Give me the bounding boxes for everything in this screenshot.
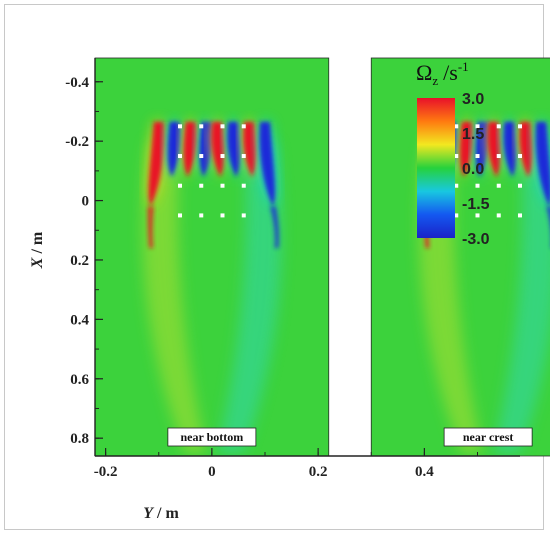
y-axis-label-unit: / m: [29, 231, 46, 257]
vortex-negative: [475, 121, 489, 177]
vortex-negative: [199, 121, 213, 177]
x-axis-label: Y / m: [143, 505, 179, 522]
y-axis-label-var: X: [29, 257, 46, 269]
panel-field: [95, 58, 329, 456]
probe-marker: [220, 183, 225, 188]
vortex-positive: [487, 121, 501, 177]
probe-marker: [475, 124, 480, 129]
probe-marker: [178, 124, 182, 129]
probe-marker: [518, 183, 522, 188]
probe-marker: [496, 154, 501, 159]
y-tick-label: 0.2: [70, 253, 89, 269]
vortex-negative: [535, 121, 550, 207]
probe-marker: [241, 213, 246, 218]
vortex-negative: [259, 121, 276, 207]
x-axis-label-unit: / m: [153, 505, 179, 522]
probe-marker: [199, 213, 204, 218]
colorbar-title-unit: /s: [443, 60, 458, 85]
probe-marker: [518, 213, 522, 218]
colorbar-title-symbol: Ω: [416, 60, 432, 85]
colorbar-tick-label: -3.0: [462, 231, 490, 248]
probe-marker: [220, 124, 225, 129]
probe-marker: [454, 154, 459, 159]
probe-marker: [496, 183, 501, 188]
vortex-tail: [546, 206, 550, 225]
panel-near-crest: near crest: [370, 57, 550, 457]
panel-label-box: [443, 427, 533, 447]
probe-marker: [241, 154, 246, 159]
colorbar: Ωz/s-1 3.0 1.5 0.0 -1.5 -3.0: [416, 59, 490, 248]
wake-positive: [142, 141, 207, 454]
wake-negative: [493, 141, 550, 454]
vortex-tail: [147, 206, 154, 249]
probe-marker: [241, 183, 246, 188]
wake-negative: [217, 141, 282, 454]
colorbar-tick-label: 3.0: [462, 91, 484, 108]
vortex-positive: [459, 121, 473, 177]
vortex-positive: [519, 121, 533, 177]
x-axis-label-var: Y: [143, 505, 154, 522]
probe-marker: [199, 183, 204, 188]
probe-marker: [518, 154, 522, 159]
probe-marker: [475, 154, 480, 159]
y-tick-label: 0.8: [70, 431, 89, 447]
vortex-tail: [270, 206, 280, 249]
colorbar-title-subscript: z: [432, 73, 438, 88]
probe-marker: [178, 154, 182, 159]
probe-marker: [454, 183, 459, 188]
colorbar-title-exponent: -1: [458, 59, 469, 74]
probe-marker: [199, 154, 204, 159]
vortex-positive: [148, 121, 165, 207]
probe-marker: [220, 154, 225, 159]
colorbar-tick-label: 0.0: [462, 161, 484, 178]
probe-marker: [518, 124, 522, 129]
panel-label: near bottom: [180, 430, 243, 444]
panel-label: near crest: [463, 430, 514, 444]
axes: -0.2 0 0.2 0.4 -0.4-0.200.20.40.60.8 Y / m …: [29, 58, 520, 522]
panel-near-bottom: near bottom: [94, 57, 330, 457]
probe-marker: [475, 213, 480, 218]
colorbar-tick-label: -1.5: [462, 196, 490, 213]
probe-marker: [454, 213, 459, 218]
probe-marker: [475, 183, 480, 188]
probe-marker: [496, 124, 501, 129]
vortex-negative: [503, 121, 517, 177]
field-background: [95, 58, 329, 456]
probe-marker: [241, 124, 246, 129]
probe-marker: [454, 124, 459, 129]
panel-field: [371, 58, 550, 456]
colorbar-tick-label: 1.5: [462, 126, 484, 143]
probe-marker: [178, 213, 182, 218]
probe-marker: [199, 124, 204, 129]
y-tick-label: -0.4: [65, 75, 89, 91]
y-tick-label: 0.6: [70, 372, 89, 388]
probe-marker: [178, 183, 182, 188]
y-axis-label: X / m: [29, 231, 46, 269]
x-tick-label: 0.2: [309, 464, 328, 480]
probe-marker: [496, 213, 501, 218]
colorbar-title: Ωz/s-1: [416, 59, 469, 88]
y-ticks: -0.4 -0.2 0 0.2 0.4 0.6 0.8: [65, 75, 103, 447]
y-tick-label: 0.4: [70, 312, 89, 328]
x-ticks: -0.2 0 0.2 0.4: [94, 448, 478, 480]
vortex-negative: [167, 121, 181, 177]
probe-marker: [220, 213, 225, 218]
panel-label-box: [167, 427, 257, 447]
vortex-positive: [243, 121, 257, 177]
colorbar-ticks: 3.0 1.5 0.0 -1.5 -3.0: [462, 91, 490, 248]
y-tick-label: 0: [82, 194, 90, 210]
x-tick-label: 0: [208, 464, 216, 480]
vortex-positive: [211, 121, 225, 177]
vortex-negative: [227, 121, 241, 177]
vortex-positive: [183, 121, 197, 177]
x-tick-label: 0.4: [415, 464, 434, 480]
x-tick-label: -0.2: [94, 464, 118, 480]
colorbar-gradient: [417, 98, 455, 238]
y-tick-label: -0.2: [65, 134, 89, 150]
